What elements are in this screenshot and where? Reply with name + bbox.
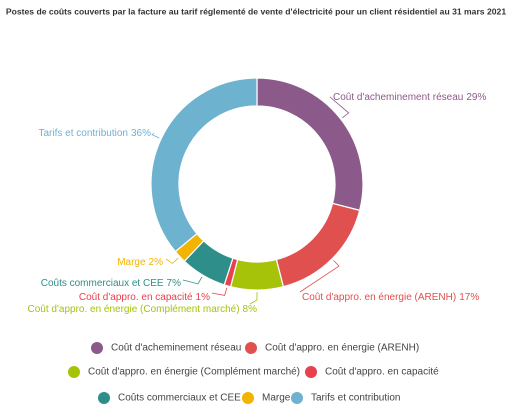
slice-label: Coûts commerciaux et CEE 7% — [41, 278, 181, 289]
slice-label: Marge 2% — [117, 257, 163, 268]
slice-value: 7% — [167, 278, 182, 289]
leader-line — [211, 287, 228, 296]
slice-label: Coût d'appro. en énergie (ARENH) 17% — [302, 292, 479, 303]
donut-segment — [150, 77, 258, 253]
legend-marker — [245, 342, 257, 354]
slice-name: Coûts commerciaux et CEE — [41, 278, 164, 289]
legend-label: Coût d'appro. en énergie (Complément mar… — [88, 367, 300, 378]
slice-label: Tarifs et contribution 36% — [38, 128, 151, 139]
slice-name: Coût d'appro. en énergie (Complément mar… — [28, 304, 240, 315]
legend-marker — [242, 392, 254, 404]
slice-name: Coût d'appro. en énergie (ARENH) — [302, 292, 456, 303]
chart-title: Postes de coûts couverts par la facture … — [6, 6, 506, 16]
leader-line — [249, 292, 258, 305]
legend-marker — [68, 366, 80, 378]
slice-name: Coût d'acheminement réseau — [333, 92, 463, 103]
legend-marker — [98, 392, 110, 404]
slice-value: 1% — [196, 292, 211, 303]
legend-label: Tarifs et contribution — [311, 393, 401, 404]
slice-value: 2% — [149, 257, 164, 268]
slice-value: 17% — [459, 292, 479, 303]
legend-marker — [91, 342, 103, 354]
slice-name: Coût d'appro. en capacité — [79, 292, 193, 303]
slice-name: Marge — [117, 257, 146, 268]
donut-segment — [229, 258, 285, 291]
leader-line — [182, 276, 203, 285]
slice-value: 36% — [131, 128, 151, 139]
legend-marker — [291, 392, 303, 404]
legend-label: Coût d'appro. en capacité — [325, 367, 439, 378]
slice-label: Coût d'appro. en capacité 1% — [79, 292, 210, 303]
legend-label: Coût d'appro. en énergie (ARENH) — [265, 343, 419, 354]
slice-label: Coût d'appro. en énergie (Complément mar… — [28, 304, 258, 315]
leader-line — [165, 257, 179, 264]
slice-label: Coût d'acheminement réseau 29% — [333, 92, 486, 103]
slice-name: Tarifs et contribution — [38, 128, 128, 139]
legend-label: Coûts commerciaux et CEE — [118, 393, 241, 404]
slice-value: 29% — [466, 92, 486, 103]
leader-line — [151, 132, 160, 139]
legend-label: Marge — [262, 393, 291, 404]
leader-line — [299, 260, 340, 293]
leader-line — [329, 96, 350, 119]
slice-value: 8% — [243, 304, 258, 315]
legend-marker — [305, 366, 317, 378]
legend-label: Coût d'acheminement réseau — [111, 343, 241, 354]
